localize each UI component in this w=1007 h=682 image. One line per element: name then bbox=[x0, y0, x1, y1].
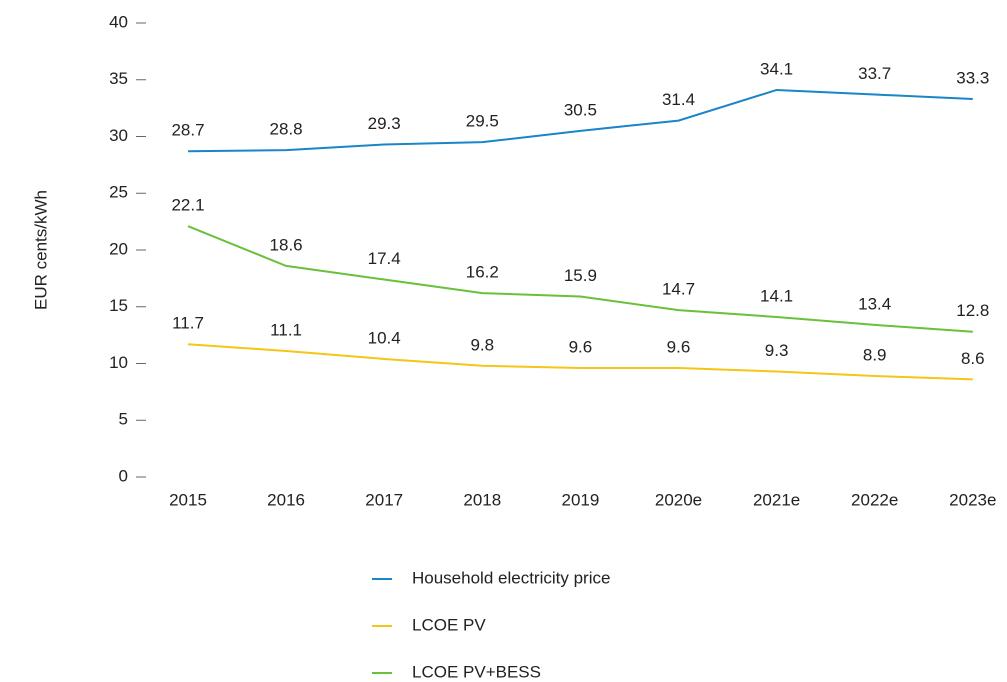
data-label: 9.6 bbox=[667, 338, 691, 357]
y-tick-label: 40 bbox=[109, 12, 128, 31]
data-label: 34.1 bbox=[760, 59, 793, 78]
x-tick-label: 2017 bbox=[365, 490, 403, 509]
y-tick-label: 5 bbox=[119, 410, 128, 429]
x-tick-label: 2016 bbox=[267, 490, 305, 509]
data-label: 15.9 bbox=[564, 266, 597, 285]
data-label: 30.5 bbox=[564, 100, 597, 119]
data-label: 17.4 bbox=[368, 249, 401, 268]
series-line bbox=[187, 343, 973, 381]
data-label: 10.4 bbox=[368, 328, 401, 347]
data-label: 9.6 bbox=[569, 338, 593, 357]
y-tick-label: 0 bbox=[119, 466, 128, 485]
y-tick-label: 25 bbox=[109, 183, 128, 202]
y-tick-label: 10 bbox=[109, 353, 128, 372]
data-label: 12.8 bbox=[956, 301, 989, 320]
data-label: 14.7 bbox=[662, 280, 695, 299]
data-label: 14.1 bbox=[760, 286, 793, 305]
data-label: 28.8 bbox=[270, 120, 303, 139]
data-label: 33.3 bbox=[956, 69, 989, 88]
data-label: 8.6 bbox=[961, 349, 985, 368]
data-label: 18.6 bbox=[270, 235, 303, 254]
x-tick-label: 2019 bbox=[561, 490, 599, 509]
data-label: 16.2 bbox=[466, 263, 499, 282]
data-label: 31.4 bbox=[662, 90, 695, 109]
series-line bbox=[187, 225, 973, 333]
y-tick-label: 15 bbox=[109, 296, 128, 315]
data-label: 9.8 bbox=[470, 335, 494, 354]
y-tick-label: 30 bbox=[109, 126, 128, 145]
y-axis-label: EUR cents/kWh bbox=[31, 190, 50, 310]
x-tick-label: 2015 bbox=[169, 490, 207, 509]
data-label: 8.9 bbox=[863, 345, 887, 364]
data-label: 13.4 bbox=[858, 294, 891, 313]
data-label: 33.7 bbox=[858, 64, 891, 83]
x-tick-label: 2020e bbox=[655, 490, 702, 509]
y-tick-label: 20 bbox=[109, 239, 128, 258]
data-label: 29.5 bbox=[466, 112, 499, 131]
data-label: 28.7 bbox=[171, 121, 204, 140]
legend-label: Household electricity price bbox=[412, 568, 610, 587]
data-label: 22.1 bbox=[171, 196, 204, 215]
x-tick-label: 2023e bbox=[949, 490, 996, 509]
legend-label: LCOE PV bbox=[412, 615, 486, 634]
legend-label: LCOE PV+BESS bbox=[412, 662, 541, 681]
x-tick-label: 2022e bbox=[851, 490, 898, 509]
data-label: 11.1 bbox=[270, 320, 302, 339]
y-tick-label: 35 bbox=[109, 69, 128, 88]
data-label: 29.3 bbox=[368, 114, 401, 133]
x-tick-label: 2021e bbox=[753, 490, 800, 509]
data-label: 11.7 bbox=[172, 314, 204, 333]
series-line bbox=[187, 88, 973, 153]
x-tick-label: 2018 bbox=[463, 490, 501, 509]
data-label: 9.3 bbox=[765, 341, 789, 360]
